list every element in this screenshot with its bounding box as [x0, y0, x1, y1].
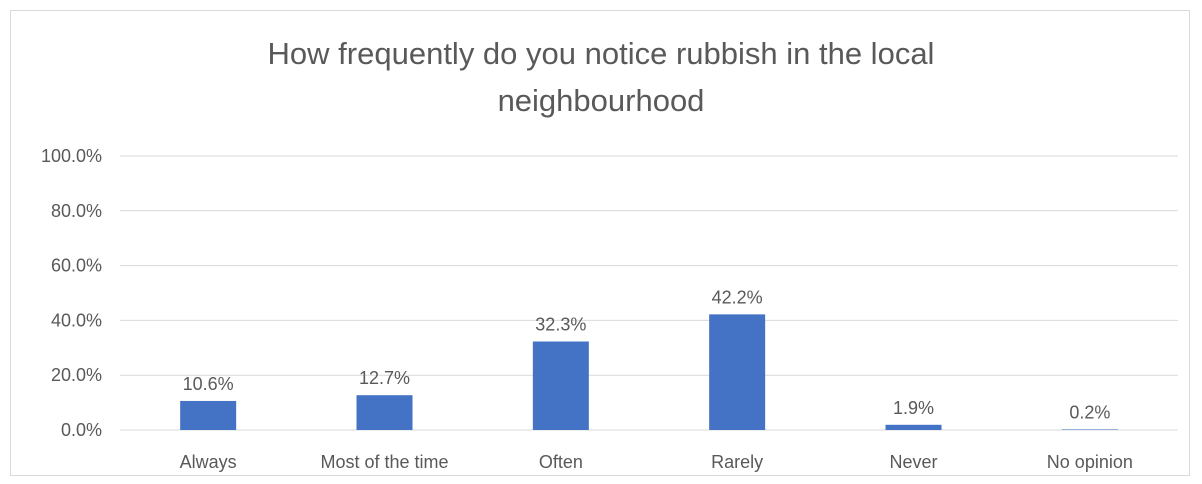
bar: [356, 395, 413, 430]
bar: [885, 424, 942, 430]
data-label: 12.7%: [359, 368, 410, 388]
bar: [180, 400, 237, 430]
bar: [532, 341, 589, 430]
x-category-label: Always: [180, 452, 237, 472]
chart-title: How frequently do you notice rubbish in …: [267, 36, 935, 118]
y-tick-label: 80.0%: [51, 201, 102, 221]
x-category-label: Never: [889, 452, 937, 472]
y-tick-label: 0.0%: [61, 420, 102, 440]
data-label: 32.3%: [535, 314, 586, 334]
y-tick-label: 40.0%: [51, 310, 102, 330]
y-tick-label: 60.0%: [51, 256, 102, 276]
x-category-label: Often: [539, 452, 583, 472]
x-category-label: Rarely: [711, 452, 763, 472]
data-label: 0.2%: [1069, 402, 1110, 422]
bar: [1061, 429, 1118, 430]
data-label: 1.9%: [893, 398, 934, 418]
bar: [709, 314, 766, 430]
y-tick-label: 20.0%: [51, 365, 102, 385]
x-category-label: Most of the time: [320, 452, 448, 472]
data-label: 10.6%: [183, 374, 234, 394]
data-label: 42.2%: [712, 287, 763, 307]
x-category-label: No opinion: [1047, 452, 1133, 472]
chart-frame: [10, 10, 1190, 476]
y-tick-label: 100.0%: [41, 146, 102, 166]
